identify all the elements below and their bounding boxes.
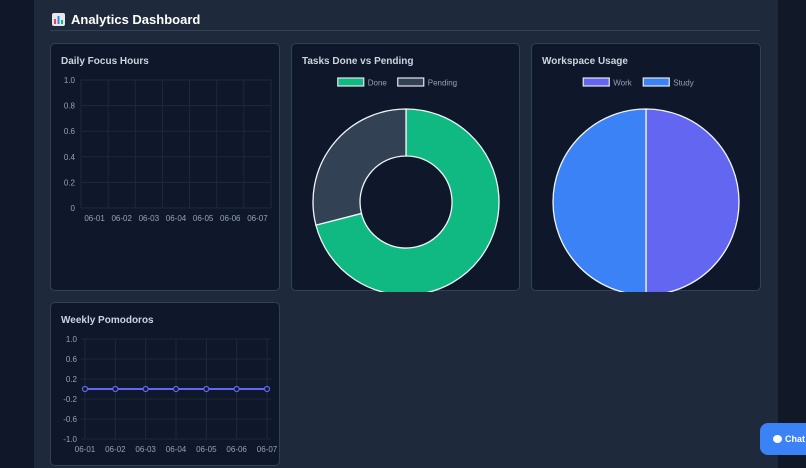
y-tick-label: 0: [71, 204, 76, 213]
x-tick-label: 06-02: [111, 214, 132, 223]
y-tick-label: 0.8: [64, 102, 76, 111]
pie-slice: [645, 108, 740, 292]
legend-label: Pending: [428, 79, 457, 88]
x-tick-label: 06-03: [135, 445, 156, 454]
workspace-card: Workspace Usage Work Study: [531, 43, 761, 292]
legend-label: Work: [613, 79, 633, 88]
y-tick-label: 0.6: [64, 127, 76, 136]
y-tick-label: 0.2: [64, 178, 76, 187]
x-tick-label: 06-06: [220, 214, 241, 223]
bar-chart-icon: [52, 12, 65, 26]
chat-button[interactable]: Chat: [760, 423, 806, 455]
chart-title: Weekly Pomodoros: [61, 315, 154, 326]
x-tick-label: 06-05: [196, 445, 217, 454]
data-point: [203, 385, 210, 393]
pie-slice: [315, 108, 500, 292]
data-point: [81, 385, 89, 393]
pomodoros-card: Weekly Pomodoros 1.0 0.6 0.2 -0.2 -0.6 -1.0 06…: [50, 302, 280, 466]
x-tick-label: 06-02: [105, 445, 126, 454]
data-point: [142, 385, 149, 393]
y-tick-label: -1.0: [63, 435, 77, 444]
y-tick-label: 1.0: [64, 76, 76, 85]
tasks-chart: Done Pending: [312, 77, 500, 292]
pomodoros-chart: 1.0 0.6 0.2 -0.2 -0.6 -1.006-01 06-02 06-03 06-0…: [63, 335, 278, 454]
x-tick-label: 06-06: [226, 445, 247, 454]
y-tick-label: 1.0: [66, 335, 78, 344]
chart-title: Daily Focus Hours: [61, 56, 149, 67]
legend-label: Study: [673, 79, 693, 88]
chat-label: Chat: [785, 434, 805, 444]
legend-swatch: [337, 77, 365, 87]
chat-bubble-icon: [773, 435, 782, 443]
pie-slice: [552, 108, 647, 292]
legend-swatch: [397, 77, 425, 87]
x-tick-label: 06-07: [247, 214, 268, 223]
x-tick-label: 06-05: [193, 214, 214, 223]
data-point: [112, 385, 119, 393]
page-title: Analytics Dashboard: [71, 11, 201, 27]
legend-label: Done: [368, 79, 388, 88]
legend-swatch: [582, 77, 610, 87]
y-tick-label: 0.2: [66, 375, 78, 384]
dashboard-header: Analytics Dashboard: [50, 8, 760, 31]
data-point: [233, 385, 240, 393]
daily-focus-card: Daily Focus Hours 1.0 0.8 0.6 0.4 0.2 0 06-01 0…: [50, 43, 280, 291]
x-tick-label: 06-03: [139, 214, 160, 223]
x-tick-label: 06-04: [166, 214, 187, 223]
y-tick-label: -0.2: [63, 395, 77, 404]
tasks-card: Tasks Done vs Pending Done Pending: [291, 43, 520, 292]
chart-title: Tasks Done vs Pending: [302, 56, 414, 67]
daily-focus-chart: 1.0 0.8 0.6 0.4 0.2 0 06-01 06-02 06-03 06-04 06-0…: [64, 76, 272, 223]
x-tick-label: 06-04: [166, 445, 187, 454]
y-tick-label: 0.6: [66, 355, 78, 364]
data-point: [263, 385, 271, 393]
pie-slice: [312, 108, 407, 226]
legend-swatch: [642, 77, 670, 87]
chart-title: Workspace Usage: [542, 56, 628, 67]
data-point: [172, 385, 180, 393]
workspace-chart: Work Study: [552, 77, 740, 292]
y-tick-label: -0.6: [63, 415, 77, 424]
x-tick-label: 06-07: [257, 445, 278, 454]
x-tick-label: 06-01: [84, 214, 105, 223]
x-tick-label: 06-01: [75, 445, 96, 454]
left-rail: [0, 0, 34, 468]
right-rail: [778, 0, 806, 468]
y-tick-label: 0.4: [64, 153, 76, 162]
